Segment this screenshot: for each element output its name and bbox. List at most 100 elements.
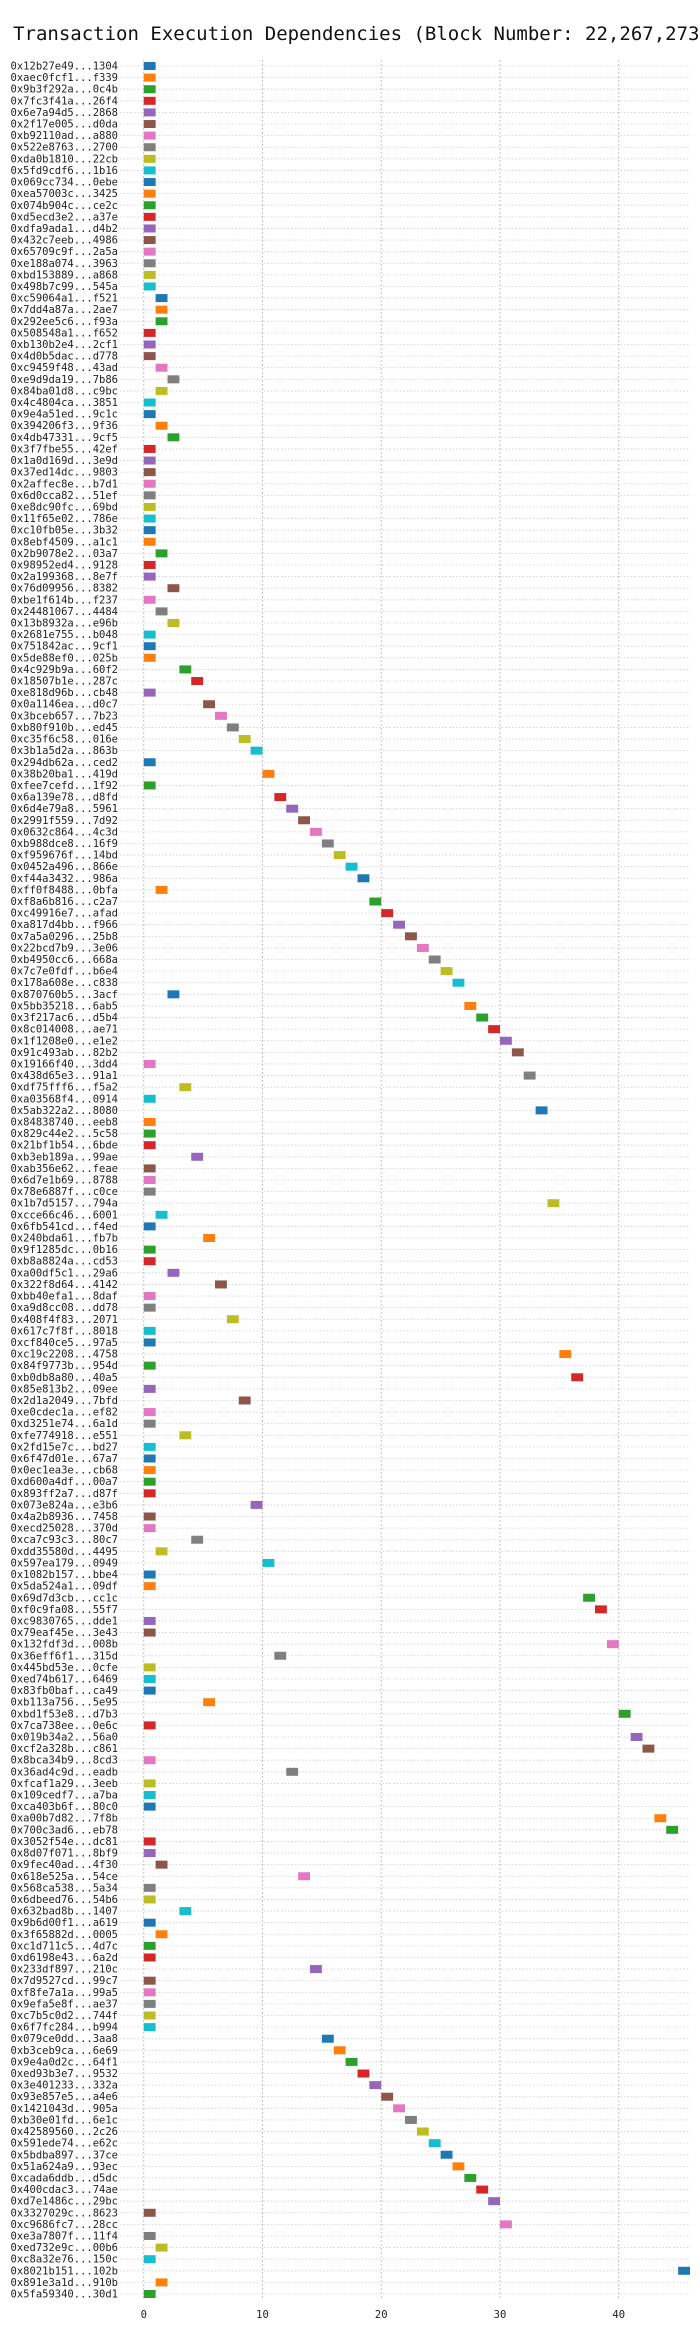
tx-bar	[250, 746, 263, 755]
tx-bar	[143, 120, 156, 129]
tx-bar	[357, 874, 370, 883]
tx-label: 0x891e3a1d...910b	[11, 2277, 118, 2289]
tx-bar	[143, 259, 156, 268]
tx-bar	[143, 758, 156, 767]
tx-label: 0x2f17e005...d0da	[11, 119, 118, 131]
tx-label: 0x69d7d3cb...cc1c	[11, 1592, 118, 1604]
tx-label: 0x1a0d169d...3e9d	[11, 455, 118, 467]
tx-label: 0xca7c93c3...80c7	[11, 1534, 118, 1546]
tx-label: 0xf959676f...14bd	[11, 850, 118, 862]
tx-label: 0x6d0cca82...51ef	[11, 490, 118, 502]
tx-bar	[143, 1976, 156, 1985]
tx-bar	[143, 178, 156, 187]
tx-bar	[143, 166, 156, 175]
tx-label: 0xb988dce8...16f9	[11, 838, 118, 850]
tx-bar	[143, 1953, 156, 1962]
tx-label: 0xbe1f614b...f237	[11, 594, 118, 606]
tx-bar	[155, 1210, 168, 1219]
tx-bar	[203, 1698, 215, 1707]
tx-bar	[143, 2011, 156, 2020]
tx-label: 0x893ff2a7...d87f	[11, 1488, 118, 1500]
tx-bar	[630, 1733, 643, 1741]
tx-bar	[666, 1825, 679, 1834]
tx-label: 0xb30e01fd...6e1c	[11, 2114, 118, 2126]
tx-bar	[321, 839, 334, 848]
tx-bar	[369, 897, 382, 906]
tx-label: 0x632bad8b...1407	[11, 1906, 118, 1918]
tx-bar	[155, 885, 168, 894]
tx-label: 0xc9830765...dde1	[11, 1615, 118, 1627]
tx-label: 0x3bceb657...7b23	[11, 710, 118, 722]
tx-bar	[143, 526, 156, 535]
tx-label: 0xd5ecd3e2...a37e	[11, 211, 118, 223]
tx-bar	[321, 2034, 334, 2043]
x-tick-label: 40	[612, 2309, 625, 2321]
tx-label: 0x6d7e1b69...8788	[11, 1175, 118, 1187]
tx-bar	[143, 410, 156, 419]
chart-title: Transaction Execution Dependencies (Bloc…	[13, 23, 700, 45]
tx-bar	[143, 468, 156, 477]
tx-label: 0x83fb0baf...ca49	[11, 1685, 118, 1697]
tx-label: 0xab356e62...feae	[11, 1163, 118, 1175]
tx-label: 0xbd1f53e8...d7b3	[11, 1708, 118, 1720]
tx-bar	[155, 549, 168, 558]
tx-label: 0x3f217ac6...d5b4	[11, 1012, 118, 1024]
tx-label: 0x322f8d64...4142	[11, 1279, 118, 1291]
tx-label: 0x3052f54e...dc81	[11, 1836, 118, 1848]
tx-bar	[310, 1965, 322, 1974]
tx-bar	[274, 1651, 287, 1660]
tx-label: 0xc19c2208...4758	[11, 1349, 118, 1361]
tx-label: 0x2991f559...7d92	[11, 815, 118, 827]
tx-bar	[381, 909, 394, 918]
bars	[143, 62, 690, 2298]
tx-label: 0x5bb35218...6ab5	[11, 1000, 118, 1012]
tx-label: 0xb130b2e4...2cf1	[11, 339, 118, 351]
tx-label: 0x2fd15e7c...bd27	[11, 1441, 118, 1453]
tx-bar	[191, 1152, 204, 1161]
tx-bar	[143, 1477, 156, 1486]
tx-label: 0x85e813b2...09ee	[11, 1383, 118, 1395]
tx-label: 0xcf2a328b...c861	[11, 1743, 118, 1755]
tx-label: 0xa817d4bb...f966	[11, 919, 118, 931]
tx-label: 0x18507b1e...287c	[11, 676, 118, 688]
tx-label: 0x3e401233...332a	[11, 2080, 118, 2092]
tx-bar	[143, 444, 156, 453]
tx-label: 0x6e7a94d5...2868	[11, 107, 118, 119]
tx-label: 0xc49916e7...afad	[11, 908, 118, 920]
tx-label: 0x13b8932a...e96b	[11, 618, 118, 630]
tx-bar	[143, 572, 156, 581]
tx-bar	[143, 642, 156, 651]
tx-label: 0x522e8763...2700	[11, 142, 118, 154]
x-tick-label: 10	[256, 2309, 269, 2321]
tx-bar	[143, 1303, 156, 1312]
tx-bar	[143, 212, 156, 221]
tx-bar	[143, 502, 156, 511]
tx-label: 0xb80f910b...ed45	[11, 722, 118, 734]
tx-label: 0x6d4e79a8...5961	[11, 803, 118, 815]
tx-label: 0xcf840ce5...97a5	[11, 1337, 118, 1349]
tx-bar	[143, 189, 156, 198]
tx-label: 0xf8fe7a1a...99a5	[11, 1987, 118, 1999]
tx-bar	[143, 1466, 156, 1475]
tx-bar	[143, 1164, 156, 1173]
tx-label: 0x073e824a...e3b6	[11, 1499, 118, 1511]
tx-label: 0xa00df5c1...29a6	[11, 1267, 118, 1279]
tx-label: 0x829c44e2...5c58	[11, 1128, 118, 1140]
tx-label: 0xb0db8a80...40a5	[11, 1372, 118, 1384]
tx-label: 0x508548a1...f652	[11, 327, 118, 339]
tx-bar	[143, 201, 156, 210]
tx-label: 0x4a2b8936...7458	[11, 1511, 118, 1523]
tx-bar	[143, 108, 156, 117]
tx-label: 0xb92110ad...a880	[11, 130, 118, 142]
tx-label: 0x5da524a1...09df	[11, 1581, 118, 1593]
tx-label: 0x2d1a2049...7bfd	[11, 1395, 118, 1407]
tx-bar	[143, 1988, 156, 1997]
tx-label: 0xc9686fc7...28cc	[11, 2219, 118, 2231]
tx-label: 0x84ba01d8...c9bc	[11, 385, 118, 397]
tx-label: 0x2681e755...b048	[11, 629, 118, 641]
tx-bar	[143, 514, 156, 523]
tx-bar	[559, 1350, 572, 1359]
tx-bar	[654, 1814, 667, 1823]
tx-label: 0xdf75fff6...f5a2	[11, 1082, 118, 1094]
tx-label: 0xda0b1810...22cb	[11, 153, 118, 165]
